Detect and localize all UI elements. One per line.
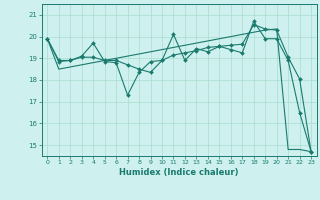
X-axis label: Humidex (Indice chaleur): Humidex (Indice chaleur) <box>119 168 239 177</box>
